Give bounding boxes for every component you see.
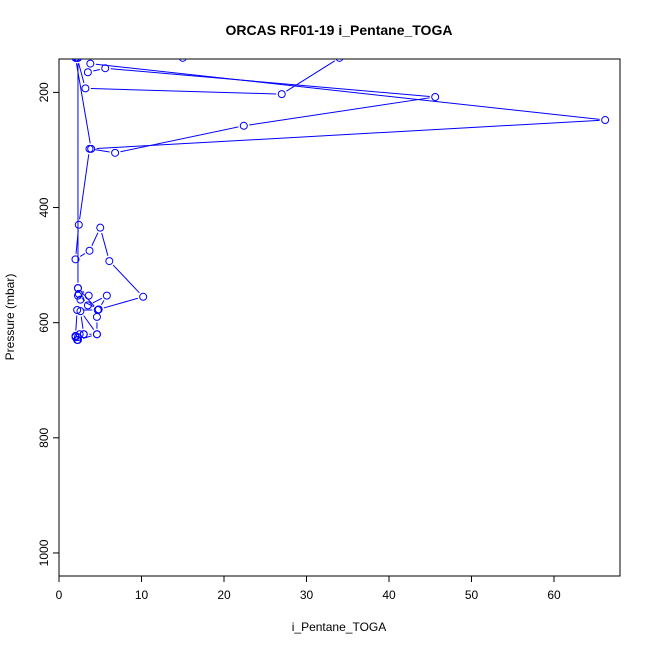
data-point — [73, 284, 82, 293]
series-segment — [91, 232, 99, 246]
data-point — [101, 64, 110, 73]
series-segment — [80, 316, 84, 329]
series-segment — [82, 290, 85, 293]
data-point — [81, 84, 90, 93]
data-point — [73, 306, 82, 315]
series-segment — [286, 60, 336, 92]
series-group — [71, 59, 610, 344]
data-point — [76, 307, 85, 316]
data-point — [139, 292, 148, 301]
series-segment — [75, 230, 79, 254]
data-point — [239, 121, 248, 130]
x-tick-label: 0 — [56, 588, 63, 602]
series-segment — [94, 149, 110, 153]
series-segment — [75, 315, 78, 331]
series-segment — [79, 154, 90, 220]
series-segment — [100, 300, 105, 305]
series-segment — [79, 253, 86, 257]
data-point — [83, 301, 92, 310]
series-segment — [112, 264, 140, 294]
y-tick-label: 1000 — [37, 539, 51, 566]
data-point — [96, 223, 105, 232]
y-tick-label: 800 — [37, 427, 51, 447]
data-point — [85, 246, 94, 255]
series-segment — [90, 88, 277, 95]
series-segment — [83, 315, 95, 331]
data-point — [73, 59, 81, 62]
data-point — [102, 291, 111, 300]
data-point — [277, 90, 286, 99]
series-segment — [110, 68, 430, 98]
data-point — [92, 312, 101, 321]
series-segment — [96, 119, 600, 150]
y-tick-label: 600 — [37, 312, 51, 332]
data-point — [79, 330, 88, 339]
data-point — [92, 330, 101, 339]
data-point — [74, 59, 82, 62]
series-segment — [78, 63, 85, 84]
data-point — [94, 305, 103, 314]
series-segment — [93, 68, 100, 72]
data-point — [74, 220, 83, 229]
series-segment — [95, 63, 600, 120]
data-point — [84, 291, 93, 300]
data-point — [71, 333, 80, 342]
data-point — [431, 92, 440, 101]
data-point — [83, 68, 92, 77]
series-segment — [85, 301, 94, 308]
series-segment — [249, 97, 430, 126]
data-point — [111, 148, 120, 157]
data-point — [75, 330, 84, 339]
series-segment — [120, 126, 239, 153]
plot-frame — [58, 58, 621, 577]
x-axis: 0 10 20 30 40 50 60 — [56, 575, 561, 602]
chart-title: ORCAS RF01-19 i_Pentane_TOGA — [226, 22, 453, 38]
plot-area — [71, 59, 610, 344]
series-segment — [75, 63, 91, 144]
x-tick-label: 10 — [135, 588, 149, 602]
data-point — [86, 59, 95, 68]
y-axis: 200 400 600 800 1000 — [37, 82, 60, 566]
y-axis-label: Pressure (mbar) — [3, 274, 17, 361]
data-point — [74, 289, 83, 298]
series-segment — [101, 232, 109, 256]
data-point — [335, 59, 344, 62]
y-tick-label: 400 — [37, 197, 51, 217]
data-point — [87, 144, 96, 153]
data-point — [105, 257, 114, 266]
x-tick-label: 50 — [465, 588, 479, 602]
series-segment — [92, 297, 103, 304]
data-point — [76, 295, 85, 304]
data-point — [601, 116, 610, 125]
x-tick-label: 40 — [382, 588, 396, 602]
series-segment — [103, 297, 138, 309]
x-tick-label: 60 — [547, 588, 561, 602]
x-tick-label: 20 — [217, 588, 231, 602]
data-point — [71, 255, 80, 264]
x-axis-label: i_Pentane_TOGA — [292, 620, 387, 634]
x-tick-label: 30 — [300, 588, 314, 602]
data-point — [178, 59, 187, 62]
data-point — [85, 144, 94, 153]
y-tick-label: 200 — [37, 82, 51, 102]
